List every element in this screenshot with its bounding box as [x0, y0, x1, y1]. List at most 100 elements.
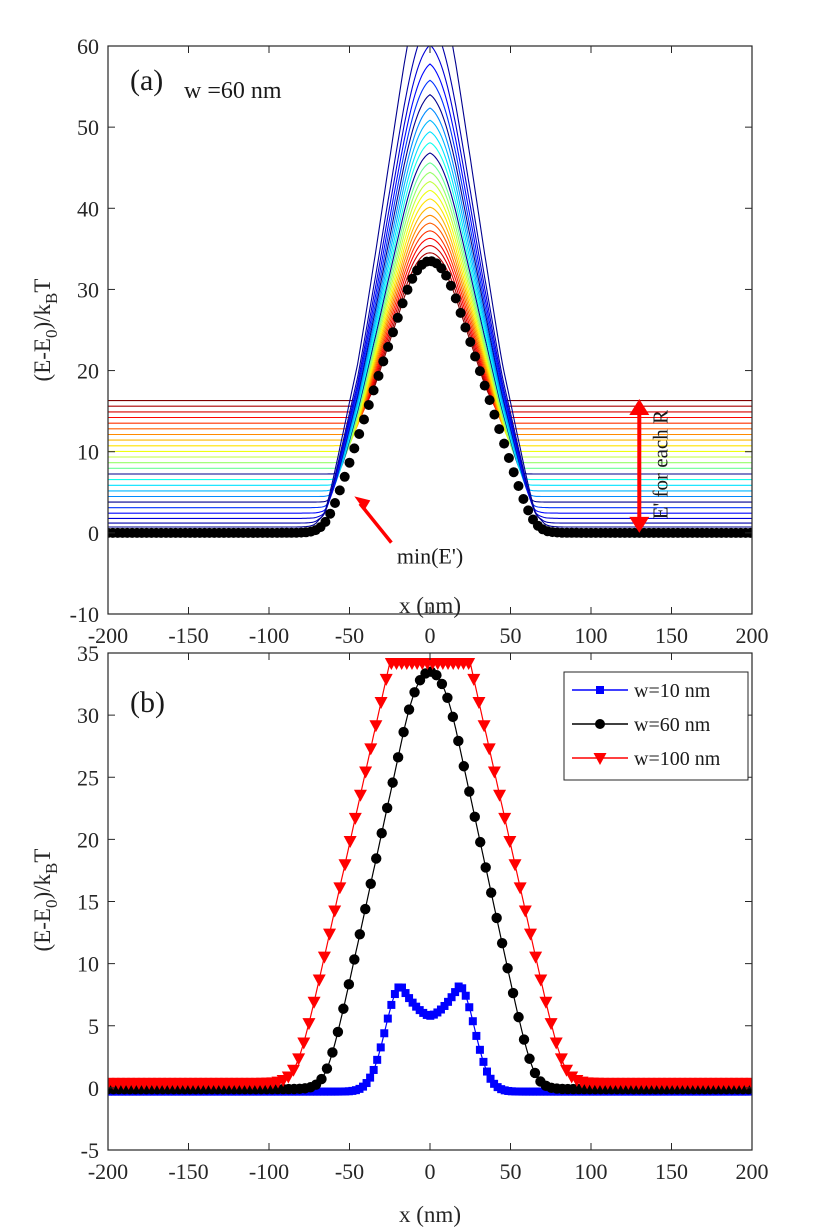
- panel-a-min-marker: [392, 312, 403, 323]
- series-marker-w-100-nm: [493, 789, 507, 802]
- series-marker-w-10-nm: [468, 1017, 477, 1026]
- series-line-w-10-nm: [108, 985, 752, 1093]
- panel-a-ytick-label: 60: [77, 34, 99, 59]
- panel-a-family-curve: [108, 198, 752, 447]
- panel-a-min-marker: [441, 270, 452, 281]
- panel-b-xtick-label: -150: [168, 1159, 208, 1184]
- panel-a-min-marker: [479, 380, 490, 391]
- series-marker-w-60-nm: [475, 836, 486, 848]
- panel-a-min-marker: [508, 467, 519, 478]
- panel-a-xtick-label: 200: [736, 623, 769, 648]
- range-arrow-head-top: [629, 398, 650, 415]
- panel-b-xtick-label: -50: [335, 1159, 364, 1184]
- panel-a-x-axis-label: x (nm): [399, 593, 461, 618]
- panel-b-y-axis-label: (E-E0)/kBT: [30, 849, 61, 952]
- series-marker-w-100-nm: [359, 766, 373, 779]
- series-marker-w-60-nm: [502, 963, 513, 974]
- series-marker-w-10-nm: [408, 998, 417, 1007]
- series-marker-w-60-nm: [464, 786, 475, 797]
- series-marker-w-100-nm: [523, 928, 537, 941]
- panel-a-family-curve: [108, 245, 752, 413]
- min-annotation-label: min(E'): [397, 544, 463, 569]
- panel-a-min-marker: [474, 366, 485, 377]
- panel-a-xtick-label: 50: [500, 623, 522, 648]
- series-marker-w-100-nm: [374, 697, 388, 710]
- panel-a-annotations: min(E') E' for each R: [354, 398, 672, 569]
- series-marker-w-10-nm: [444, 997, 453, 1006]
- panel-a-min-marker: [325, 508, 336, 519]
- panel-a-ytick-label: 30: [77, 277, 99, 302]
- series-marker-w-60-nm: [354, 929, 366, 940]
- series-marker-w-100-nm: [328, 905, 342, 918]
- panel-b-ytick-label: 20: [77, 827, 99, 852]
- series-marker-w-100-nm: [312, 974, 326, 987]
- series-marker-w-10-nm: [475, 1045, 484, 1054]
- series-marker-w-60-nm: [491, 912, 502, 924]
- panel-a-min-marker: [349, 443, 360, 454]
- series-marker-w-100-nm: [307, 996, 321, 1009]
- series-marker-w-10-nm: [405, 994, 414, 1003]
- panel-a-family-curve: [108, 46, 752, 528]
- series-marker-w-60-nm: [518, 1034, 530, 1045]
- series-marker-w-10-nm: [447, 993, 456, 1002]
- panel-a-min-marker: [368, 385, 379, 396]
- series-marker-w-100-nm: [518, 905, 532, 918]
- series-marker-w-100-nm: [379, 673, 393, 686]
- series-marker-w-10-nm: [482, 1067, 491, 1076]
- series-marker-w-60-nm: [458, 761, 470, 772]
- panel-b-ticks: -200 -150 -100 -50 0 50 100 150 200-505101520253…: [77, 641, 769, 1184]
- series-marker-w-60-nm: [398, 726, 409, 738]
- panel-a-xtick-label: 150: [655, 623, 688, 648]
- panel-a-min-marker: [373, 370, 384, 381]
- series-marker-w-60-nm: [316, 1073, 327, 1085]
- panel-b-plot-area: [108, 657, 752, 1096]
- panel-b-xtick-label: -200: [88, 1159, 128, 1184]
- panel-a-ticks: -200 -150 -100 -50 0 50 100 150 200-100102030405…: [70, 34, 769, 648]
- panel-a-family-curve: [108, 152, 752, 475]
- panel-a-min-marker: [484, 395, 495, 406]
- series-marker-w-60-nm: [447, 711, 459, 723]
- series-marker-w-100-nm: [482, 743, 496, 756]
- series-marker-w-10-nm: [440, 1001, 449, 1010]
- series-marker-w-100-nm: [560, 1064, 574, 1077]
- panel-a-family-curve: [108, 206, 752, 441]
- panel-b-ytick-label: 30: [77, 703, 99, 728]
- panel-a-family-curve: [108, 63, 752, 514]
- panel-a-min-marker: [455, 307, 466, 318]
- panel-a-min-marker: [489, 409, 500, 420]
- series-marker-w-100-nm: [281, 1071, 295, 1084]
- panel-a-min-marker: [523, 505, 534, 516]
- panel-a-min-marker: [402, 284, 413, 295]
- panel-a-title: w =60 nm: [184, 78, 282, 104]
- series-marker-w-60-nm: [485, 887, 497, 898]
- panel-b-xtick-label: 150: [655, 1159, 688, 1184]
- panel-b-ytick-label: 0: [88, 1076, 99, 1101]
- series-marker-w-100-nm: [297, 1037, 311, 1050]
- series-marker-w-10-nm: [390, 990, 399, 999]
- panel-a-xtick-label: 100: [575, 623, 608, 648]
- series-marker-w-60-nm: [480, 862, 491, 873]
- series-marker-w-60-nm: [496, 937, 508, 949]
- panel-a-min-marker: [460, 322, 471, 333]
- panel-b-ytick-label: 10: [77, 952, 99, 977]
- panel-a-min-marker: [383, 341, 394, 352]
- series-marker-w-100-nm: [477, 720, 491, 733]
- panel-a-min-marker: [397, 298, 408, 309]
- series-marker-w-60-nm: [431, 670, 442, 681]
- series-marker-w-100-nm: [353, 789, 367, 802]
- panel-a-min-marker: [388, 327, 398, 338]
- series-marker-w-100-nm: [549, 1037, 563, 1050]
- panel-a-xtick-label: -150: [168, 623, 208, 648]
- series-marker-w-60-nm: [381, 802, 393, 814]
- series-marker-w-10-nm: [387, 1000, 396, 1009]
- series-marker-w-10-nm: [486, 1074, 495, 1083]
- series-marker-w-10-nm: [380, 1029, 389, 1038]
- panel-a-min-marker: [518, 494, 529, 504]
- panel-a-family-curve: [108, 214, 752, 436]
- series-marker-w-100-nm: [333, 882, 347, 895]
- series-marker-w-100-nm: [529, 951, 543, 964]
- panel-a-min-marker: [330, 498, 340, 508]
- panel-a-min-marker: [450, 293, 461, 304]
- series-marker-w-10-nm: [397, 983, 406, 992]
- series-marker-w-10-nm: [366, 1073, 375, 1082]
